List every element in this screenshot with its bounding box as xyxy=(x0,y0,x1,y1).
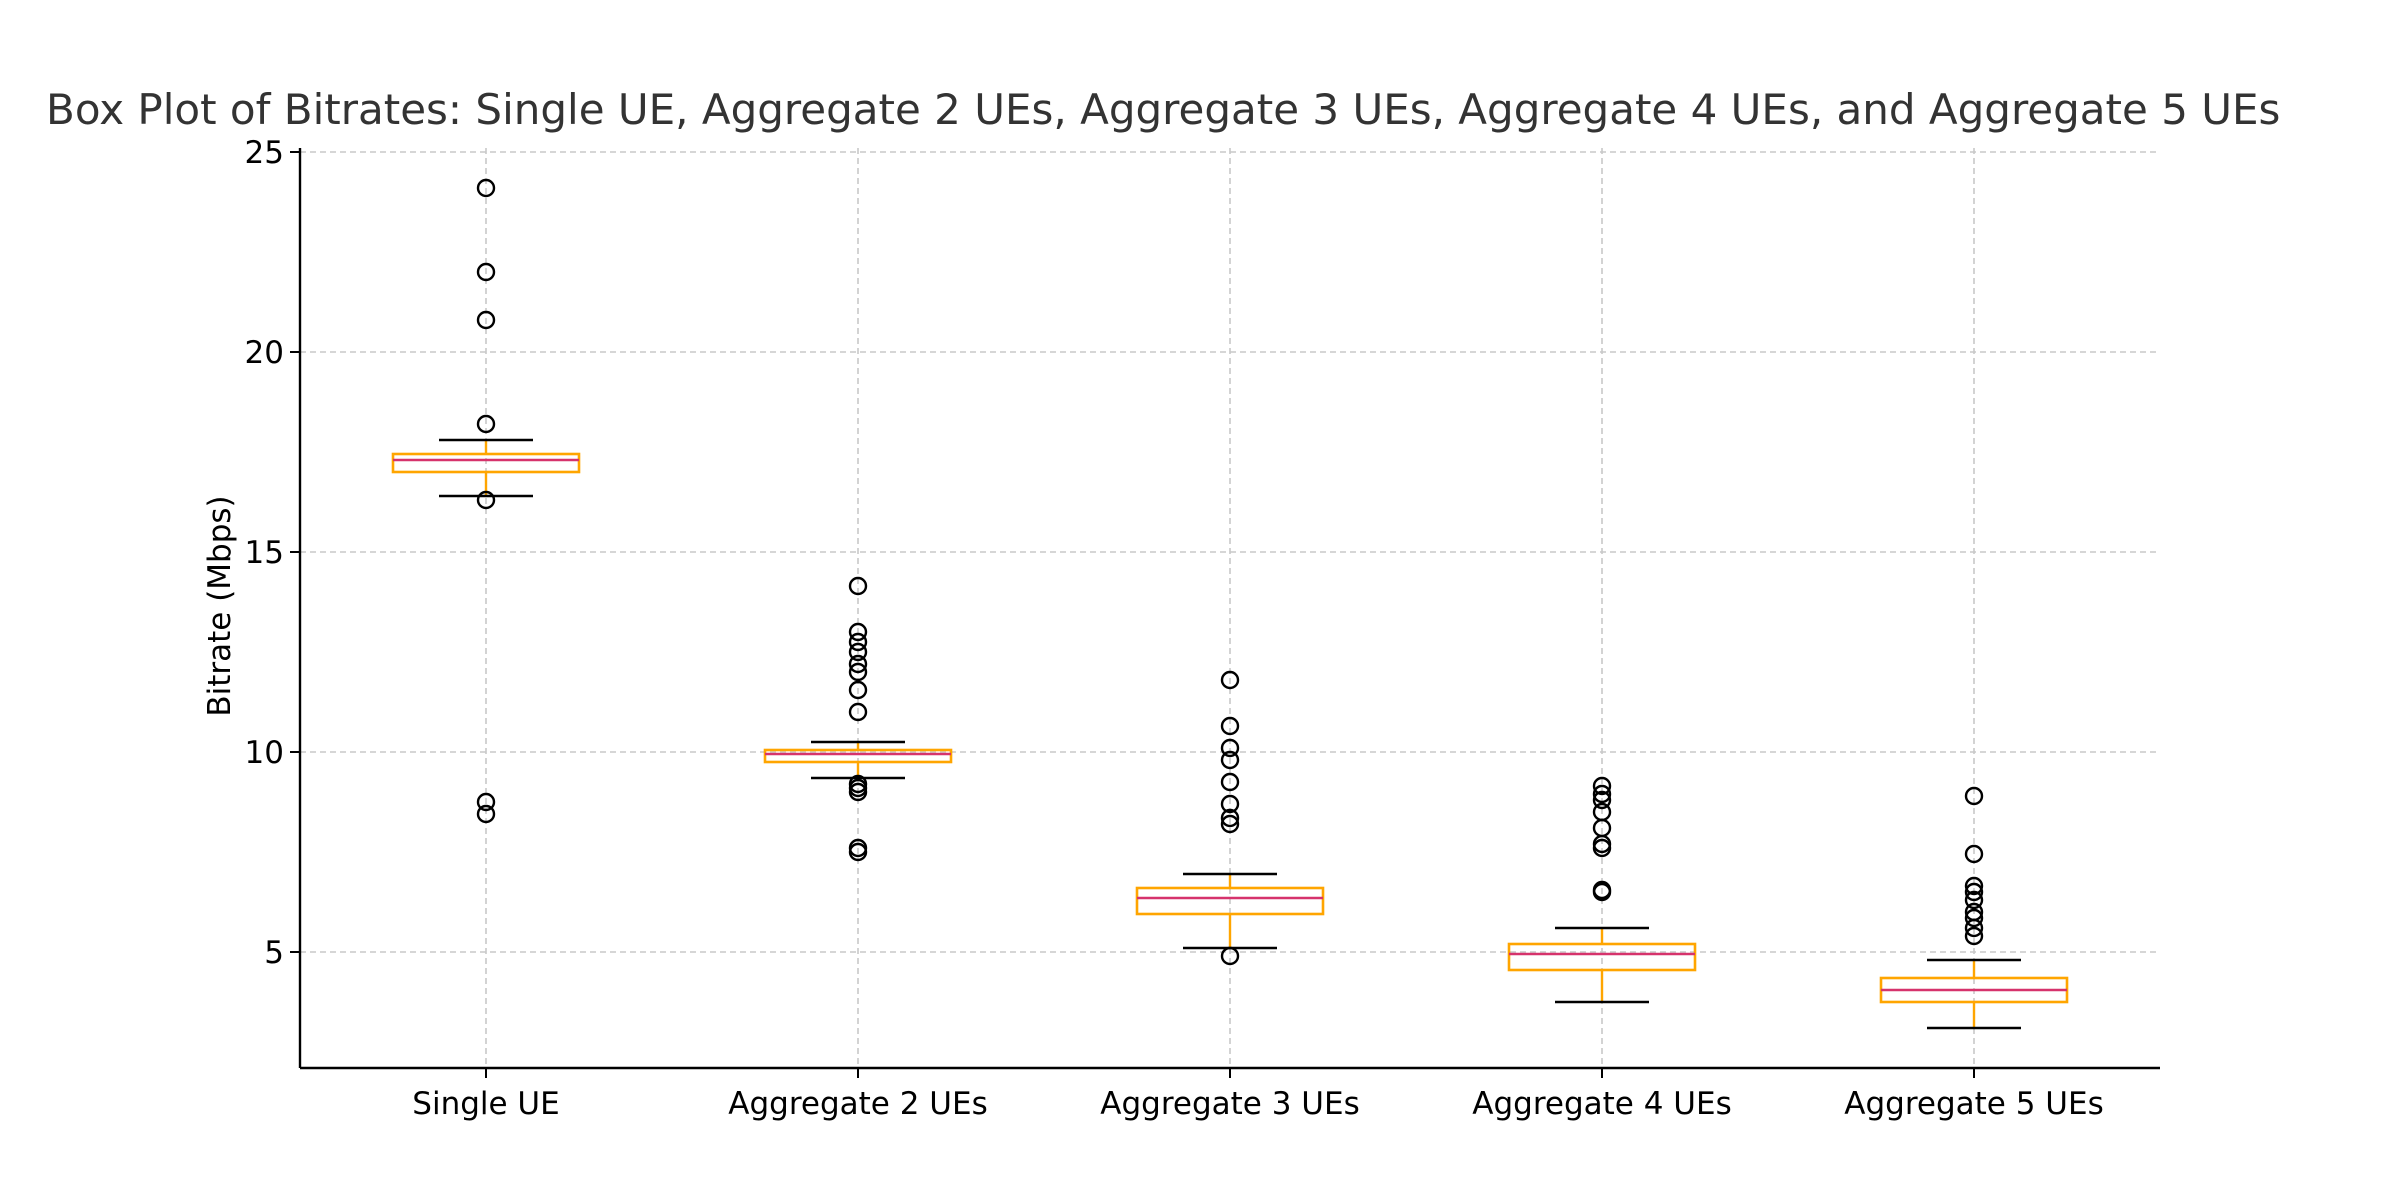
outlier-point xyxy=(1964,844,1984,864)
x-tick-label: Aggregate 5 UEs xyxy=(1844,1086,2103,1122)
outlier-point xyxy=(1964,890,1984,910)
outlier-point xyxy=(1964,876,1984,896)
outlier-point xyxy=(1220,716,1240,736)
outlier-point xyxy=(848,782,868,802)
y-tick-label: 15 xyxy=(245,535,284,571)
y-tick-label: 10 xyxy=(245,735,284,771)
x-tick-label: Single UE xyxy=(412,1086,559,1122)
box-iqr xyxy=(1507,942,1697,972)
y-tick-label: 20 xyxy=(245,335,284,371)
plot-area: 5 10 15 20 25 Single UE Aggregate 2 UEs Aggrega… xyxy=(245,135,2160,1122)
outlier-point xyxy=(1220,814,1240,834)
x-tick-label: Aggregate 3 UEs xyxy=(1100,1086,1359,1122)
y-tick-label: 25 xyxy=(245,135,284,171)
box-iqr xyxy=(1135,886,1325,916)
outlier-point xyxy=(848,680,868,700)
x-tick-label: Aggregate 4 UEs xyxy=(1472,1086,1731,1122)
outlier-point xyxy=(1964,918,1984,938)
outlier-point xyxy=(1592,790,1612,810)
outlier-point xyxy=(848,622,868,642)
chart-title: Box Plot of Bitrates: Single UE, Aggrega… xyxy=(46,85,2280,134)
outlier-point xyxy=(1592,882,1612,902)
outlier-point xyxy=(1592,776,1612,796)
outlier-point xyxy=(476,178,496,198)
outlier-point xyxy=(1220,946,1240,966)
y-axis-label: Bitrate (Mbps) xyxy=(202,495,238,716)
x-tick-label: Aggregate 2 UEs xyxy=(728,1086,987,1122)
outlier-point xyxy=(848,662,868,682)
outlier-point xyxy=(476,792,496,812)
outlier-point xyxy=(848,576,868,596)
outlier-point xyxy=(1220,808,1240,828)
outlier-point xyxy=(1220,750,1240,770)
outlier-point xyxy=(1220,738,1240,758)
outlier-point xyxy=(1220,772,1240,792)
outlier-point xyxy=(1964,786,1984,806)
box-iqr xyxy=(391,452,581,474)
outlier-point xyxy=(848,842,868,862)
outlier-point xyxy=(1220,670,1240,690)
y-tick-label: 5 xyxy=(264,935,284,971)
outlier-point xyxy=(1220,794,1240,814)
outlier-point xyxy=(476,414,496,434)
outlier-point xyxy=(476,310,496,330)
outlier-point xyxy=(848,642,868,662)
outlier-point xyxy=(1964,908,1984,928)
outlier-point xyxy=(848,654,868,674)
outlier-point xyxy=(1964,926,1984,946)
box-iqr xyxy=(763,748,953,764)
outlier-point xyxy=(1592,784,1612,804)
outlier-point xyxy=(848,702,868,722)
outlier-point xyxy=(1964,882,1984,902)
outlier-point xyxy=(848,632,868,652)
outlier-point xyxy=(1592,838,1612,858)
outlier-point xyxy=(476,262,496,282)
outlier-point xyxy=(476,804,496,824)
outlier-point xyxy=(476,490,496,510)
